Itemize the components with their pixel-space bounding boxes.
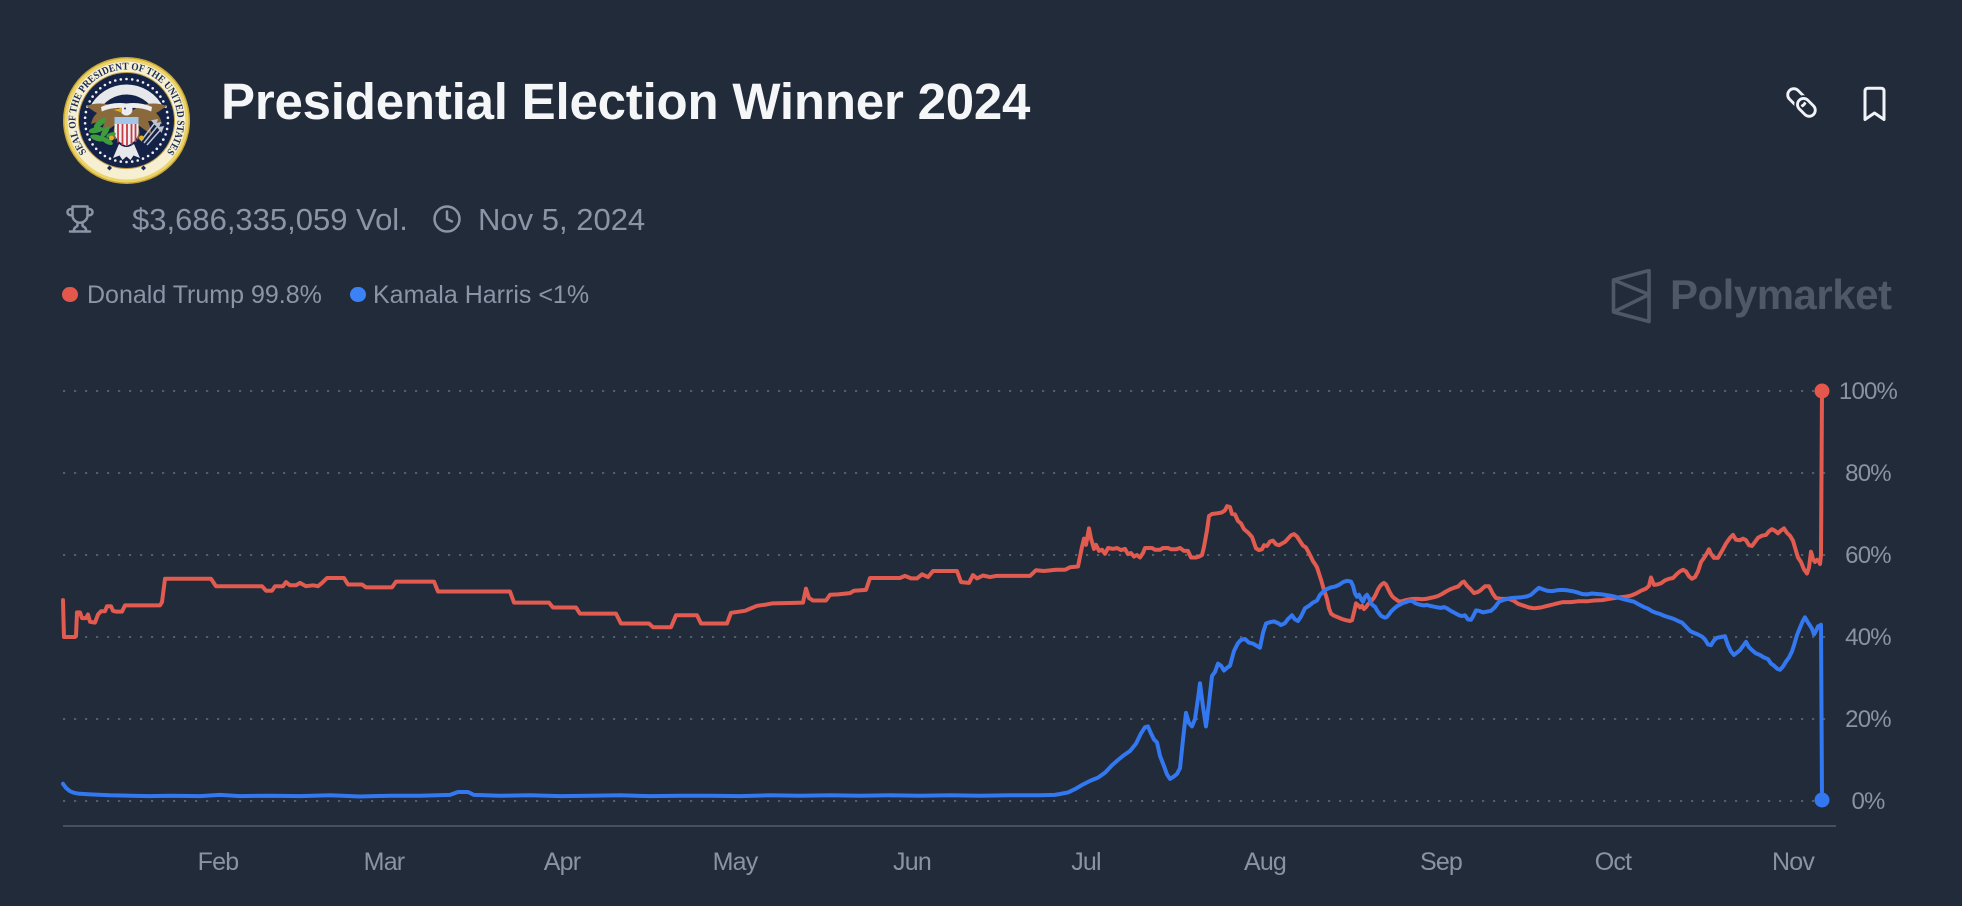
svg-text:80%: 80% <box>1845 460 1891 487</box>
svg-text:Feb: Feb <box>198 848 239 876</box>
svg-text:100%: 100% <box>1839 378 1898 405</box>
svg-text:Mar: Mar <box>364 848 405 876</box>
svg-text:Aug: Aug <box>1244 848 1286 876</box>
svg-text:40%: 40% <box>1845 624 1891 651</box>
svg-text:Jun: Jun <box>893 848 931 876</box>
svg-text:60%: 60% <box>1845 542 1891 569</box>
svg-text:Oct: Oct <box>1595 848 1632 876</box>
svg-text:Apr: Apr <box>544 848 581 876</box>
svg-text:Nov: Nov <box>1772 848 1815 876</box>
svg-text:0%: 0% <box>1851 788 1885 815</box>
svg-text:Sep: Sep <box>1420 848 1462 876</box>
svg-text:May: May <box>713 848 759 876</box>
svg-text:20%: 20% <box>1845 706 1891 733</box>
svg-text:Jul: Jul <box>1071 848 1101 876</box>
